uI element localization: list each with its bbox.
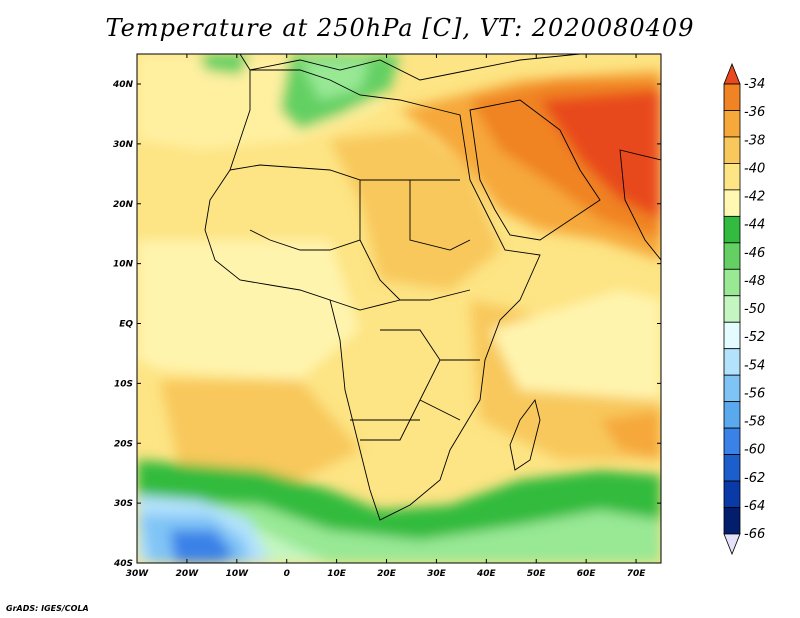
- colorbar-label: -58: [744, 415, 765, 430]
- lat-tick-label: 40S: [113, 559, 133, 569]
- lat-tick-label: 40N: [112, 80, 134, 90]
- colorbar-label: -62: [744, 471, 765, 486]
- colorbar-label: -38: [744, 133, 765, 148]
- lat-tick-label: 30N: [113, 140, 134, 150]
- colorbar-label: -66: [744, 527, 765, 542]
- arabia-coastline: [469, 99, 601, 241]
- map-frame: [136, 53, 662, 564]
- colorbar-box: [723, 427, 741, 455]
- europe-coastline: [239, 54, 581, 81]
- lon-tick-label: 60E: [577, 569, 597, 579]
- colorbar-top-triangle: [723, 62, 741, 85]
- colorbar-label: -64: [744, 499, 765, 514]
- colorbar-box: [723, 348, 741, 376]
- colorbar-label: -42: [744, 190, 765, 205]
- colorbar-label: -48: [744, 274, 765, 289]
- colorbar-label: -40: [744, 161, 765, 176]
- colorbar-box: [723, 507, 741, 535]
- lon-tick-label: 10W: [226, 569, 250, 579]
- lat-tick-label: 30S: [114, 499, 133, 509]
- madagascar-coastline: [509, 398, 541, 471]
- lon-tick-label: 40E: [476, 569, 497, 579]
- lat-tick-label: 20S: [114, 439, 133, 449]
- colorbar-box: [723, 163, 741, 191]
- colorbar-label: -46: [744, 246, 765, 261]
- colorbar-box: [723, 110, 741, 138]
- colorbar: -34 -36 -38 -40 -42 -44 -46 -48 -50 -52 -54 -56 -58 -…: [723, 62, 765, 556]
- colorbar-box: [723, 136, 741, 164]
- colorbar-box: [723, 189, 741, 217]
- lon-tick-label: 50E: [527, 569, 547, 579]
- colorbar-label: -44: [744, 218, 765, 233]
- colorbar-label: -36: [744, 105, 765, 120]
- colorbar-box: [723, 295, 741, 323]
- map-axes: 30W 20W 10W 0 10E 20E 30E 40E 50E 60E 70E 40N 30N 20N…: [112, 54, 661, 579]
- colorbar-label: -56: [744, 386, 765, 401]
- lon-tick-label: 70E: [627, 569, 647, 579]
- colorbar-label: -54: [744, 358, 765, 373]
- lon-tick-label: 20W: [176, 569, 200, 579]
- colorbar-box: [723, 242, 741, 270]
- lon-tick-label: 20E: [377, 569, 397, 579]
- colorbar-box: [723, 480, 741, 508]
- lat-tick-label: EQ: [119, 320, 133, 330]
- lon-tick-label: 0: [284, 569, 290, 579]
- colorbar-box: [723, 454, 741, 482]
- lat-tick-label: 10N: [113, 260, 134, 270]
- coastlines: [204, 54, 661, 521]
- colorbar-box: [723, 83, 741, 111]
- colorbar-label: -52: [744, 330, 765, 345]
- credit-label: GrADS: IGES/COLA: [6, 604, 89, 613]
- colorbar-box: [723, 268, 741, 297]
- africa-coastline: [204, 69, 541, 521]
- colorbar-label: -50: [744, 302, 765, 317]
- lon-tick-label: 30E: [427, 569, 447, 579]
- lon-tick-label: 30W: [126, 569, 150, 579]
- colorbar-bottom-triangle: [723, 533, 741, 556]
- lat-tick-label: 20N: [113, 200, 134, 210]
- lon-tick-label: 10E: [327, 569, 347, 579]
- colorbar-box: [723, 401, 741, 429]
- lat-tick-label: 10S: [114, 379, 133, 389]
- colorbar-label: -34: [744, 77, 765, 92]
- temperature-field: [137, 54, 661, 563]
- colorbar-box: [723, 374, 741, 403]
- colorbar-box: [723, 215, 741, 244]
- colorbar-box: [723, 321, 741, 350]
- india-coastline: [619, 149, 661, 261]
- country-borders: [229, 164, 480, 441]
- colorbar-label: -60: [744, 443, 765, 458]
- map-title: Temperature at 250hPa [C], VT: 202008040…: [105, 14, 695, 42]
